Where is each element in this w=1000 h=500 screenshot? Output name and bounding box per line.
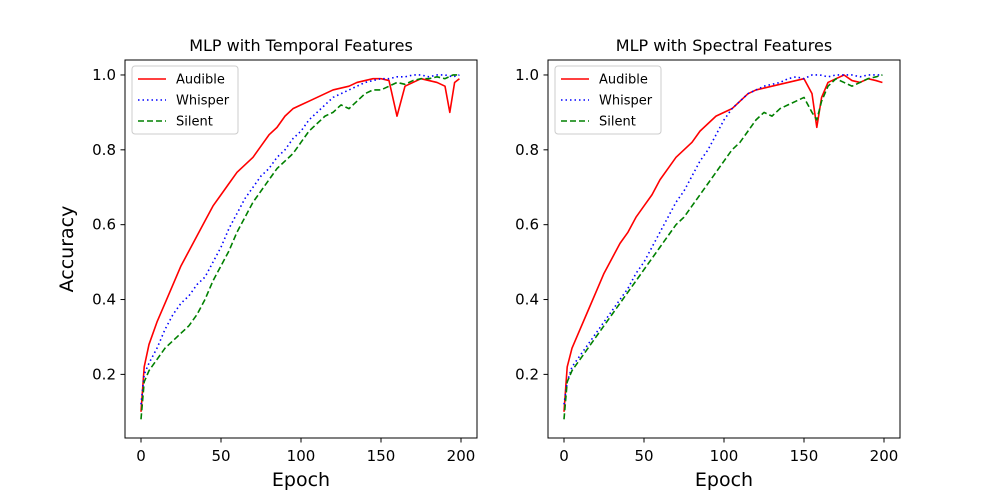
- legend-label-whisper: Whisper: [176, 94, 230, 109]
- y-tick-label: 1.0: [515, 66, 539, 84]
- x-tick-label: 200: [447, 447, 476, 465]
- x-tick-label: 100: [287, 447, 316, 465]
- chart-panel-2: 0 50 100 150 200 0.2 0.4 0.6 0.8 1.0 MLP with Spec…: [515, 36, 901, 491]
- chart-title: MLP with Spectral Features: [616, 36, 832, 55]
- x-tick-label: 50: [634, 447, 653, 465]
- y-tick-label: 0.6: [515, 216, 539, 234]
- x-tick-label: 200: [870, 447, 899, 465]
- chart-title: MLP with Temporal Features: [189, 36, 413, 55]
- series-line-silent: [140, 74, 460, 420]
- y-tick-label: 0.2: [92, 365, 116, 383]
- y-tick-label: 1.0: [92, 66, 116, 84]
- x-tick-label: 100: [710, 447, 739, 465]
- series-line-silent: [563, 74, 883, 420]
- x-tick-label: 150: [367, 447, 396, 465]
- y-tick-label: 0.8: [515, 141, 539, 159]
- y-tick-label: 0.4: [515, 291, 539, 309]
- series-line-whisper: [563, 74, 883, 405]
- legend-label-audible: Audible: [599, 73, 648, 88]
- series-line-audible: [140, 77, 460, 412]
- x-axis-label: Epoch: [695, 469, 753, 491]
- y-tick-label: 0.2: [515, 365, 539, 383]
- legend: Audible Whisper Silent: [554, 65, 662, 135]
- series-line-whisper: [140, 74, 460, 405]
- legend-label-silent: Silent: [176, 115, 213, 130]
- x-tick-label: 0: [136, 447, 146, 465]
- y-tick-label: 0.4: [92, 291, 116, 309]
- legend-box: [554, 65, 662, 135]
- series-line-audible: [563, 74, 883, 412]
- y-axis-label: Accuracy: [56, 206, 78, 293]
- legend: Audible Whisper Silent: [131, 65, 239, 135]
- x-tick-label: 150: [790, 447, 819, 465]
- legend-box: [131, 65, 239, 135]
- y-tick-label: 0.6: [92, 216, 116, 234]
- chart-panel-1: 0 50 100 150 200 0.2 0.4 0.6 0.8 1.0 MLP with Temp…: [56, 36, 478, 491]
- legend-label-whisper: Whisper: [599, 94, 653, 109]
- series-group: [563, 74, 883, 420]
- x-tick-label: 50: [211, 447, 230, 465]
- x-axis-label: Epoch: [272, 469, 330, 491]
- legend-label-silent: Silent: [599, 115, 636, 130]
- x-tick-label: 0: [559, 447, 569, 465]
- legend-label-audible: Audible: [176, 73, 225, 88]
- series-group: [140, 74, 460, 420]
- y-tick-label: 0.8: [92, 141, 116, 159]
